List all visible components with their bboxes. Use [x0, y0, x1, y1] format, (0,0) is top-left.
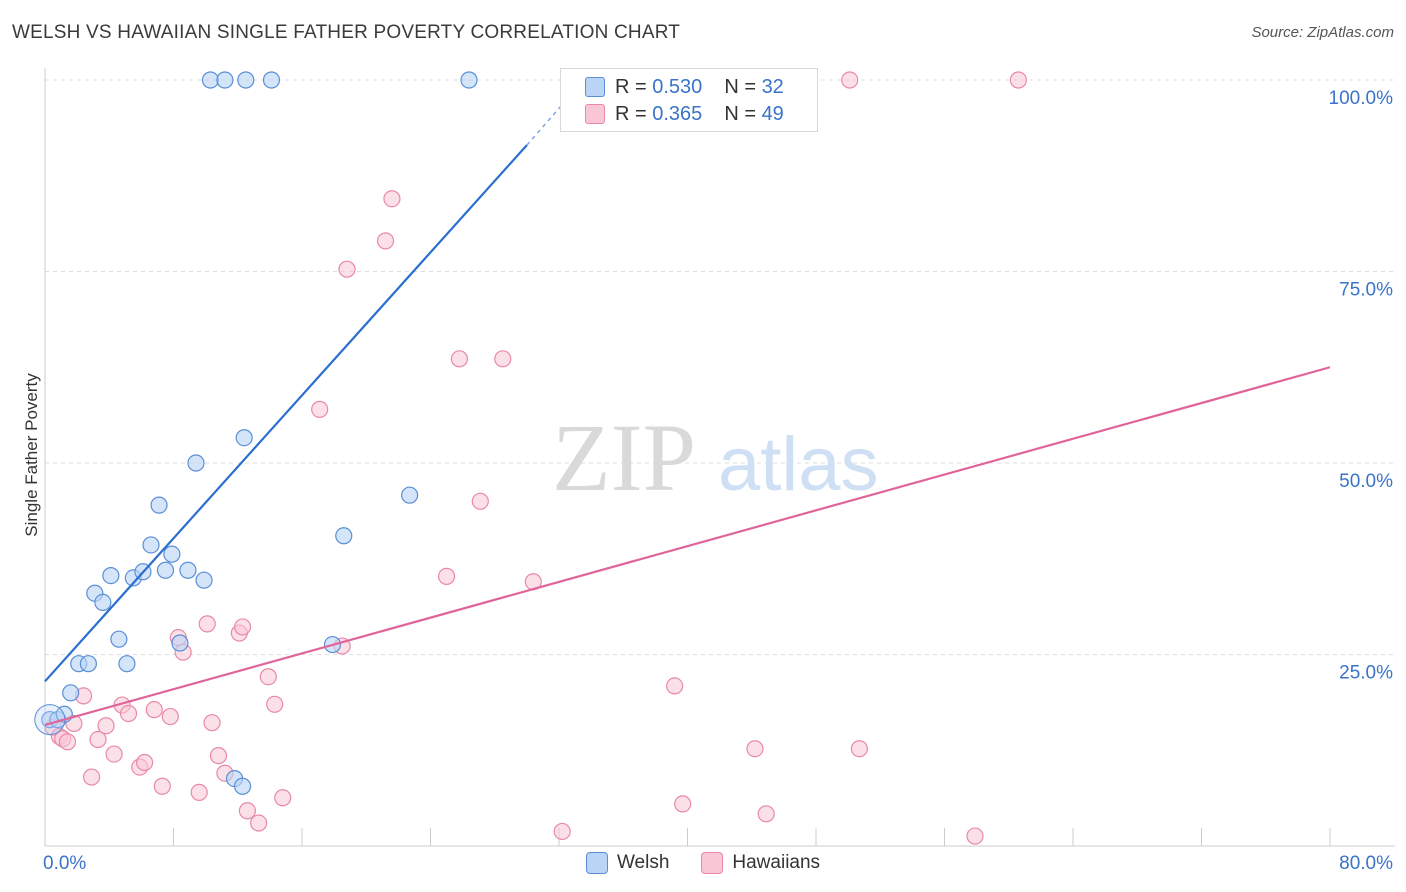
welsh-trend-line — [44, 144, 528, 683]
welsh-point — [201, 71, 220, 89]
welsh-point — [156, 561, 175, 579]
welsh-point — [150, 496, 168, 514]
welsh-point — [233, 777, 252, 795]
watermark-atlas: atlas — [718, 422, 879, 507]
n-label: N = — [724, 75, 756, 98]
n-value: 32 — [761, 75, 784, 98]
welsh-point — [62, 684, 80, 702]
welsh-point — [179, 561, 197, 579]
hawaiians-legend-swatch — [701, 852, 724, 874]
hawaiians-points — [44, 71, 1027, 845]
hawaiians-point — [266, 695, 284, 713]
x-tick-label: 0.0% — [43, 853, 86, 874]
hawaiians-point — [666, 677, 684, 695]
welsh-point — [118, 655, 136, 673]
hawaiians-point — [746, 740, 764, 758]
tick-labels: 25.0% 50.0% 75.0% 100.0% 0.0% 80.0% — [43, 88, 1393, 874]
hawaiians-point — [203, 714, 221, 732]
hawaiians-point — [966, 827, 984, 845]
hawaiians-legend-label: Hawaiians — [732, 852, 821, 873]
y-tick-label: 75.0% — [1339, 280, 1393, 301]
x-tick-label: 80.0% — [1339, 853, 1393, 874]
welsh-point — [195, 571, 213, 589]
welsh-point — [163, 545, 181, 563]
hawaiians-point — [119, 704, 138, 723]
hawaiians-point — [209, 747, 228, 765]
welsh-point — [460, 71, 478, 89]
hawaiians-point — [145, 701, 163, 719]
y-tick-label: 25.0% — [1339, 663, 1393, 684]
hawaiians-point — [311, 400, 329, 418]
n-value: 49 — [761, 102, 784, 125]
hawaiians-swatch — [585, 104, 605, 124]
hawaiians-point — [58, 733, 77, 751]
welsh-point — [94, 593, 112, 612]
welsh-point — [216, 71, 234, 89]
hawaiians-point — [850, 740, 868, 758]
hawaiians-point — [97, 717, 115, 735]
hawaiians-point — [494, 350, 512, 368]
r-value: 0.530 — [652, 75, 703, 98]
hawaiians-point — [161, 707, 179, 726]
gridlines — [45, 79, 1395, 655]
legend-item-hawaiians[interactable]: Hawaiians — [701, 852, 820, 874]
hawaiians-point — [376, 232, 395, 250]
hawaiians-point — [437, 567, 456, 585]
stats-legend: R = 0.530 N = 32 R = 0.365 N = 49 — [560, 68, 818, 132]
hawaiians-point — [1009, 71, 1027, 89]
legend-row-hawaiians: R = 0.365 N = 49 — [585, 101, 784, 127]
hawaiians-point — [82, 768, 101, 786]
welsh-point — [187, 454, 205, 472]
hawaiians-point — [89, 730, 107, 749]
hawaiians-point — [553, 822, 571, 841]
welsh-point — [235, 429, 253, 447]
hawaiians-point — [274, 789, 292, 807]
hawaiians-point — [450, 350, 469, 368]
hawaiians-point — [674, 795, 692, 813]
series-legend: Welsh Hawaiians — [0, 852, 1406, 874]
hawaiians-point — [105, 745, 123, 763]
welsh-point — [102, 567, 120, 585]
hawaiians-point — [190, 783, 208, 801]
source-label: Source: ZipAtlas.com — [1251, 24, 1394, 41]
legend-row-welsh: R = 0.530 N = 32 — [585, 74, 784, 100]
welsh-point — [401, 486, 419, 504]
welsh-legend-swatch — [585, 852, 608, 874]
hawaiians-point — [841, 71, 859, 89]
hawaiians-point — [238, 802, 256, 820]
hawaiians-point — [471, 492, 489, 510]
hawaiians-point — [383, 190, 401, 208]
welsh-point — [79, 655, 97, 673]
r-label: R = — [615, 102, 647, 125]
hawaiians-point — [757, 805, 775, 823]
hawaiians-point — [233, 618, 252, 636]
hawaiians-point — [198, 615, 216, 633]
hawaiians-point — [259, 668, 277, 686]
hawaiians-point — [135, 753, 154, 772]
hawaiians-trend-line — [44, 366, 1331, 727]
welsh-point — [142, 536, 160, 554]
welsh-point — [335, 527, 353, 545]
r-value: 0.365 — [652, 102, 703, 125]
welsh-point — [262, 71, 281, 89]
y-tick-label: 100.0% — [1329, 88, 1394, 109]
y-tick-label: 50.0% — [1339, 471, 1393, 492]
welsh-point — [237, 71, 255, 89]
hawaiians-point — [338, 260, 356, 278]
hawaiians-point — [250, 814, 268, 832]
watermark-zip: ZIP — [552, 404, 696, 511]
welsh-swatch — [585, 77, 605, 97]
legend-item-welsh[interactable]: Welsh — [585, 852, 670, 874]
chart-title: WELSH VS HAWAIIAN SINGLE FATHER POVERTY … — [12, 22, 681, 43]
n-label: N = — [724, 102, 756, 125]
r-label: R = — [615, 75, 647, 98]
welsh-legend-label: Welsh — [616, 852, 670, 873]
welsh-point — [110, 630, 128, 648]
welsh-point — [171, 634, 189, 652]
welsh-points — [34, 71, 478, 795]
hawaiians-point — [153, 777, 171, 795]
